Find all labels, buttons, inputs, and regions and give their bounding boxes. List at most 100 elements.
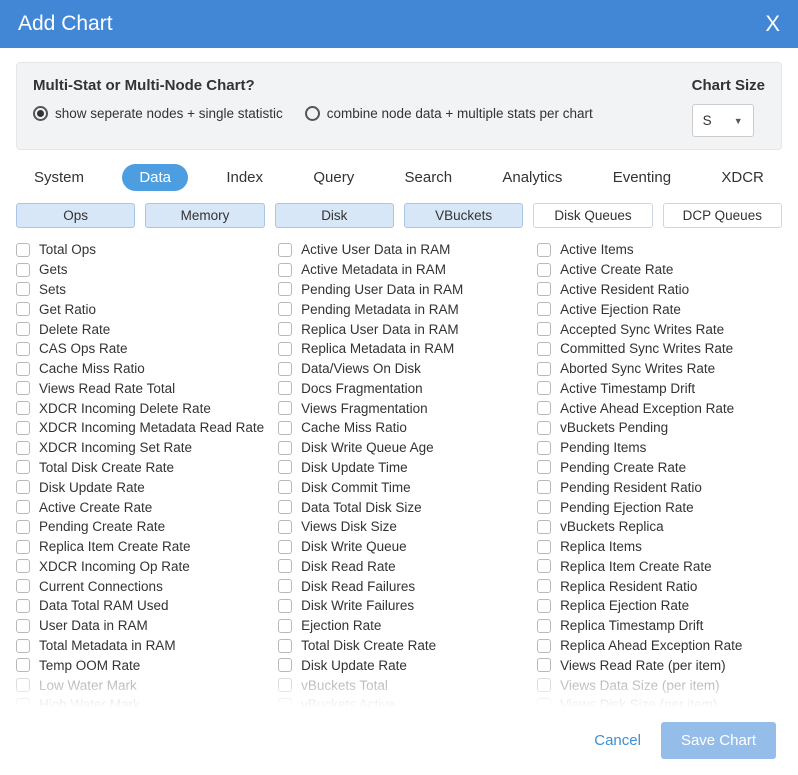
stat-item[interactable]: Data/Views On Disk [278, 359, 523, 379]
stat-item[interactable]: Replica Item Create Rate [16, 537, 264, 557]
stat-item[interactable]: Get Ratio [16, 299, 264, 319]
stat-item[interactable]: Aborted Sync Writes Rate [537, 359, 782, 379]
stat-item[interactable]: Views Data Size (per item) [537, 675, 782, 695]
stat-label: Replica Items [560, 539, 642, 554]
stat-item[interactable]: Disk Write Failures [278, 596, 523, 616]
stat-item[interactable]: XDCR Incoming Delete Rate [16, 398, 264, 418]
stat-label: Low Water Mark [39, 678, 137, 693]
subtab-ops[interactable]: Ops [16, 203, 135, 228]
stat-item[interactable]: Replica Ahead Exception Rate [537, 636, 782, 656]
subtab-vbuckets[interactable]: VBuckets [404, 203, 523, 228]
stat-item[interactable]: vBuckets Pending [537, 418, 782, 438]
stat-item[interactable]: Total Disk Create Rate [16, 458, 264, 478]
stat-item[interactable]: Low Water Mark [16, 675, 264, 695]
stat-label: Views Disk Size [301, 519, 397, 534]
stat-item[interactable]: Committed Sync Writes Rate [537, 339, 782, 359]
stat-item[interactable]: Disk Read Rate [278, 557, 523, 577]
stat-item[interactable]: Views Disk Size (per item) [537, 695, 782, 708]
stat-item[interactable]: High Water Mark [16, 695, 264, 708]
tab-eventing[interactable]: Eventing [601, 164, 683, 191]
checkbox-icon [537, 520, 551, 534]
stat-item[interactable]: Replica Resident Ratio [537, 576, 782, 596]
stat-item[interactable]: Current Connections [16, 576, 264, 596]
stat-item[interactable]: Sets [16, 280, 264, 300]
stat-item[interactable]: Active User Data in RAM [278, 240, 523, 260]
stat-item[interactable]: Data Total Disk Size [278, 497, 523, 517]
stat-item[interactable]: CAS Ops Rate [16, 339, 264, 359]
save-chart-button[interactable]: Save Chart [661, 722, 776, 759]
stat-item[interactable]: Disk Commit Time [278, 477, 523, 497]
chart-size-select[interactable]: S ▼ [692, 104, 754, 137]
stat-item[interactable]: Views Disk Size [278, 517, 523, 537]
stat-item[interactable]: Pending Create Rate [16, 517, 264, 537]
stat-item[interactable]: Ejection Rate [278, 616, 523, 636]
stat-item[interactable]: Replica Item Create Rate [537, 557, 782, 577]
stat-item[interactable]: XDCR Incoming Metadata Read Rate [16, 418, 264, 438]
stat-item[interactable]: Views Read Rate (per item) [537, 655, 782, 675]
cancel-button[interactable]: Cancel [594, 732, 641, 749]
close-icon[interactable]: X [765, 11, 780, 37]
stat-item[interactable]: Disk Write Queue [278, 537, 523, 557]
subtab-dcp-queues[interactable]: DCP Queues [663, 203, 782, 228]
stat-item[interactable]: Disk Update Time [278, 458, 523, 478]
radio-option-0[interactable]: show seperate nodes + single statistic [33, 106, 283, 121]
stat-item[interactable]: Replica Metadata in RAM [278, 339, 523, 359]
subtab-memory[interactable]: Memory [145, 203, 264, 228]
stat-item[interactable]: XDCR Incoming Op Rate [16, 557, 264, 577]
stat-item[interactable]: Replica Ejection Rate [537, 596, 782, 616]
stat-item[interactable]: Pending User Data in RAM [278, 280, 523, 300]
stat-item[interactable]: Replica Items [537, 537, 782, 557]
stat-label: vBuckets Total [301, 678, 388, 693]
stat-item[interactable]: XDCR Incoming Set Rate [16, 438, 264, 458]
tab-index[interactable]: Index [214, 164, 275, 191]
subtab-disk[interactable]: Disk [275, 203, 394, 228]
stat-label: Active Items [560, 242, 634, 257]
stat-item[interactable]: vBuckets Total [278, 675, 523, 695]
stat-item[interactable]: User Data in RAM [16, 616, 264, 636]
tab-search[interactable]: Search [393, 164, 465, 191]
tab-analytics[interactable]: Analytics [490, 164, 574, 191]
stat-item[interactable]: Pending Create Rate [537, 458, 782, 478]
tab-data[interactable]: Data [122, 164, 188, 191]
tab-query[interactable]: Query [301, 164, 366, 191]
stat-item[interactable]: Active Resident Ratio [537, 280, 782, 300]
stat-item[interactable]: Accepted Sync Writes Rate [537, 319, 782, 339]
stat-item[interactable]: Replica Timestamp Drift [537, 616, 782, 636]
checkbox-icon [16, 401, 30, 415]
stat-item[interactable]: Replica User Data in RAM [278, 319, 523, 339]
stat-item[interactable]: Active Ejection Rate [537, 299, 782, 319]
stat-item[interactable]: Delete Rate [16, 319, 264, 339]
radio-option-1[interactable]: combine node data + multiple stats per c… [305, 106, 593, 121]
stat-item[interactable]: Pending Items [537, 438, 782, 458]
stat-label: Data Total Disk Size [301, 500, 422, 515]
stat-item[interactable]: Pending Metadata in RAM [278, 299, 523, 319]
stat-item[interactable]: Data Total RAM Used [16, 596, 264, 616]
stat-item[interactable]: Temp OOM Rate [16, 655, 264, 675]
stat-item[interactable]: Pending Resident Ratio [537, 477, 782, 497]
stat-item[interactable]: vBuckets Replica [537, 517, 782, 537]
stat-item[interactable]: Disk Write Queue Age [278, 438, 523, 458]
stat-item[interactable]: vBuckets Active [278, 695, 523, 708]
stat-item[interactable]: Disk Update Rate [16, 477, 264, 497]
stat-item[interactable]: Active Ahead Exception Rate [537, 398, 782, 418]
stat-item[interactable]: Docs Fragmentation [278, 378, 523, 398]
stat-item[interactable]: Active Create Rate [537, 260, 782, 280]
subtab-disk-queues[interactable]: Disk Queues [533, 203, 652, 228]
stat-item[interactable]: Total Metadata in RAM [16, 636, 264, 656]
tab-xdcr[interactable]: XDCR [709, 164, 776, 191]
stat-item[interactable]: Active Metadata in RAM [278, 260, 523, 280]
stat-item[interactable]: Cache Miss Ratio [278, 418, 523, 438]
stat-item[interactable]: Pending Ejection Rate [537, 497, 782, 517]
stat-item[interactable]: Disk Update Rate [278, 655, 523, 675]
stat-item[interactable]: Total Ops [16, 240, 264, 260]
stat-item[interactable]: Active Create Rate [16, 497, 264, 517]
stat-item[interactable]: Cache Miss Ratio [16, 359, 264, 379]
stat-item[interactable]: Total Disk Create Rate [278, 636, 523, 656]
stat-item[interactable]: Views Fragmentation [278, 398, 523, 418]
tab-system[interactable]: System [22, 164, 96, 191]
stat-item[interactable]: Gets [16, 260, 264, 280]
stat-item[interactable]: Views Read Rate Total [16, 378, 264, 398]
stat-item[interactable]: Active Timestamp Drift [537, 378, 782, 398]
stat-item[interactable]: Active Items [537, 240, 782, 260]
stat-item[interactable]: Disk Read Failures [278, 576, 523, 596]
